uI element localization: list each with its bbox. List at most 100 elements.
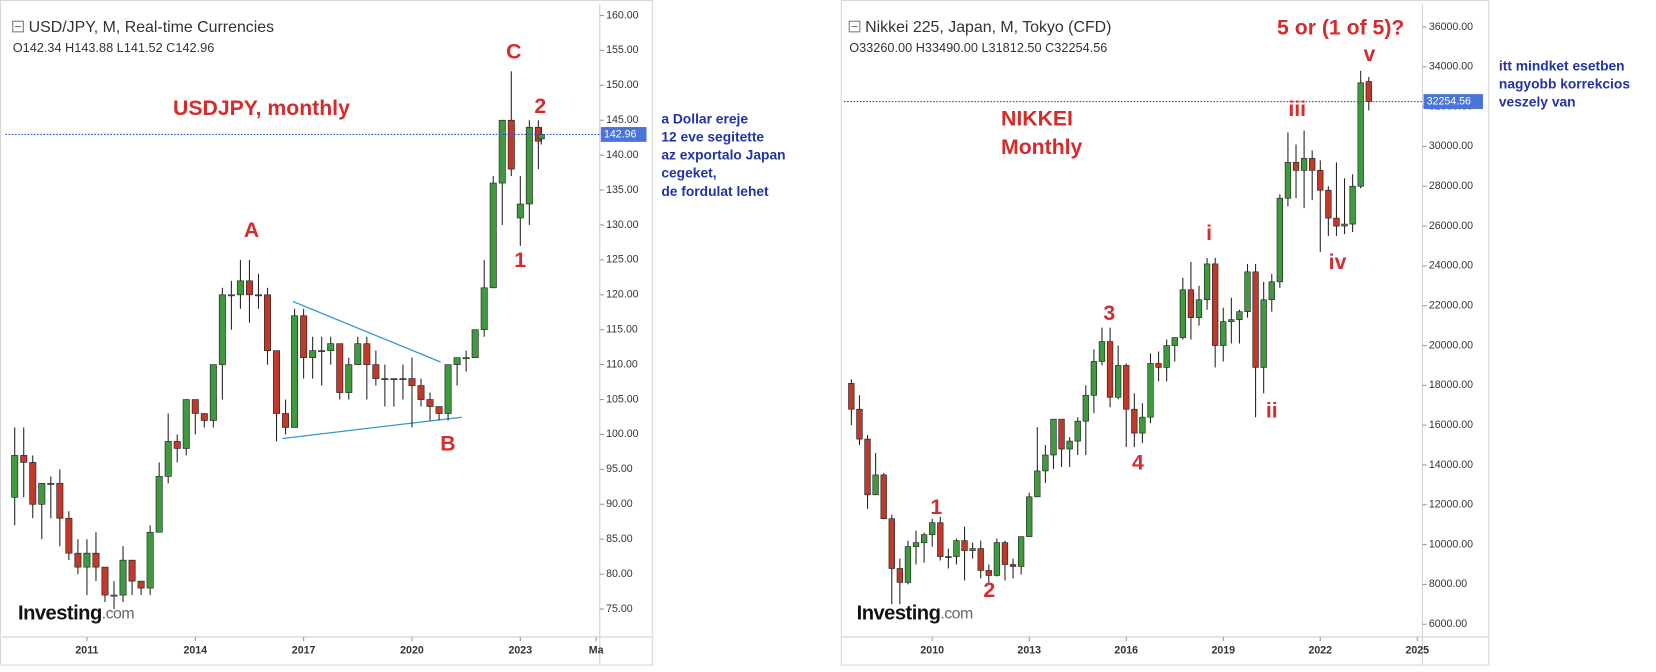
candle-body (1325, 189, 1332, 219)
y-tick-label: 125.00 (606, 254, 639, 266)
candle-body (128, 559, 136, 582)
candle-body (282, 413, 290, 428)
side-note: veszely van (1499, 95, 1576, 110)
candle-body (1090, 361, 1098, 396)
wave-annotation: A (244, 219, 259, 242)
candle-body (896, 568, 904, 583)
right-panel (840, 0, 1490, 666)
candle-body (1292, 162, 1300, 171)
y-tick-label: 95.00 (606, 463, 633, 475)
candle-body (101, 566, 109, 596)
last-price-label: 32254.56 (1427, 95, 1471, 107)
candle-body (38, 483, 46, 505)
candle-body (399, 378, 407, 380)
candle-body (1236, 311, 1243, 320)
candle-body (977, 548, 984, 571)
brand-logo: Investing.com (857, 603, 973, 625)
y-tick-label: 120.00 (606, 289, 639, 301)
wave-annotation: iii (1288, 98, 1306, 121)
candle-body (1203, 263, 1211, 301)
y-tick-label: 130.00 (606, 219, 639, 231)
candle-body (1001, 542, 1009, 565)
x-tick-label: 2013 (1017, 645, 1041, 657)
candle-body (961, 540, 968, 551)
candle-body (1026, 496, 1033, 537)
candle-body (291, 315, 299, 428)
candle-body (56, 483, 64, 519)
last-price-tag (600, 127, 647, 142)
candle-body (1017, 536, 1025, 567)
candle-body (20, 455, 28, 463)
candle-body (1300, 158, 1308, 171)
x-tick-label: 2011 (75, 645, 98, 657)
y-tick-label: 24000.00 (1429, 260, 1473, 272)
side-note: de fordulat lehet (661, 184, 769, 199)
candle-body (1357, 82, 1364, 187)
y-tick-label: 30000.00 (1429, 140, 1473, 152)
candle-body (426, 399, 434, 407)
candle-body (1212, 263, 1219, 346)
candle-body (309, 350, 317, 358)
y-tick-label: 85.00 (606, 533, 633, 545)
y-tick-label: 8000.00 (1429, 578, 1467, 590)
candle-body (880, 474, 887, 520)
side-note: cegeket, (661, 166, 716, 181)
candle-body (993, 542, 1001, 576)
y-tick-label: 36000.00 (1429, 21, 1473, 33)
wave-annotation: i (1206, 222, 1212, 245)
candle-body (1195, 299, 1203, 318)
candle-body (363, 343, 371, 365)
candle-body (1179, 289, 1186, 338)
y-tick-label: 105.00 (606, 393, 639, 405)
last-price-tag (1423, 94, 1483, 109)
wave-annotation: 1 (514, 249, 526, 272)
candle-body (1147, 363, 1154, 418)
y-tick-label: 145.00 (606, 114, 639, 126)
candle-body (912, 542, 920, 547)
y-tick-label: 110.00 (606, 358, 638, 370)
candle-body (435, 406, 443, 414)
candle-body (1365, 81, 1372, 102)
side-note: 12 eve segitette (661, 130, 764, 145)
candle-body (1187, 289, 1195, 318)
candle-body (336, 343, 344, 393)
y-tick-label: 14000.00 (1429, 459, 1473, 471)
y-tick-label: 135.00 (606, 184, 639, 196)
candle-body (462, 357, 470, 360)
wave-annotation: 2 (534, 95, 546, 118)
candle-body (444, 364, 452, 414)
x-tick-label: 2019 (1211, 645, 1235, 657)
candle-body (29, 462, 37, 505)
candle-body (1155, 363, 1162, 368)
wave-annotation: 3 (1103, 302, 1115, 325)
x-tick-label: 2014 (183, 645, 207, 657)
wave-annotation: 4 (1132, 452, 1144, 475)
candle-body (254, 294, 262, 297)
candle-body (1317, 170, 1324, 191)
x-tick-label: 2023 (509, 645, 533, 657)
candle-body (1115, 365, 1122, 398)
candle-body (929, 522, 936, 535)
candle-body (937, 522, 944, 557)
candle-body (182, 399, 190, 449)
candle-body (137, 580, 145, 589)
wave-annotation: 2 (983, 579, 995, 602)
candle-body (856, 408, 863, 440)
y-tick-label: 100.00 (606, 428, 639, 440)
candle-body (273, 350, 281, 414)
candle-body (209, 364, 217, 421)
wave-annotation: B (440, 432, 455, 455)
candle-body (1220, 321, 1227, 346)
y-tick-label: 150.00 (606, 79, 639, 91)
chart-label: NIKKEI (1001, 108, 1073, 131)
candle-body (945, 556, 952, 558)
wave-annotation: iv (1329, 251, 1347, 274)
chart-title: Nikkei 225, Japan, M, Tokyo (CFD) (865, 19, 1111, 36)
candle-body (1276, 197, 1283, 283)
x-tick-label: 2017 (292, 645, 316, 657)
wave-annotation: ii (1266, 400, 1278, 423)
candle-body (848, 383, 855, 410)
y-tick-label: 10000.00 (1429, 538, 1473, 550)
candle-body (191, 399, 199, 414)
candle-body (525, 126, 533, 205)
